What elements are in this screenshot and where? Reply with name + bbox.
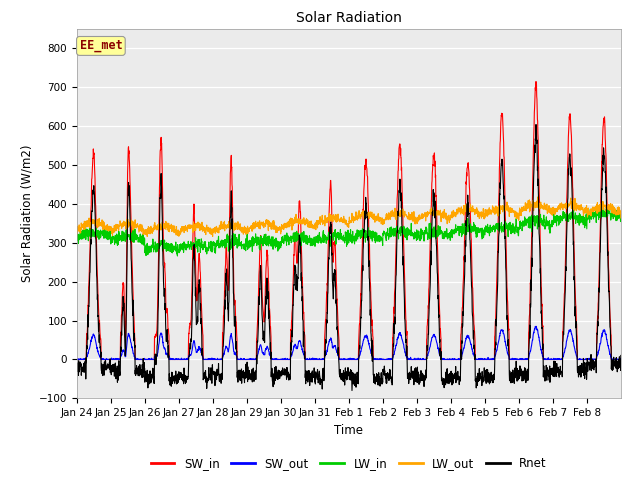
SW_out [513, 356, 520, 362]
LW_out [513, 210, 520, 216]
Line: SW_out: SW_out [77, 326, 621, 360]
Line: Rnet: Rnet [77, 124, 621, 391]
LW_in [543, 218, 551, 224]
LW_in [73, 234, 81, 240]
LW_out [73, 224, 81, 230]
SW_out [543, 357, 551, 362]
Legend: SW_in, SW_out, LW_in, LW_out, Rnet: SW_in, SW_out, LW_in, LW_out, Rnet [146, 452, 552, 475]
SW_in [127, 224, 135, 229]
LW_out [245, 228, 253, 234]
SW_in [532, 79, 540, 84]
SW_in [73, 357, 81, 362]
LW_in [605, 205, 613, 211]
SW_in [381, 357, 389, 362]
SW_out [73, 357, 81, 362]
LW_in [610, 213, 618, 219]
LW_out [127, 221, 135, 227]
Line: SW_in: SW_in [77, 82, 621, 360]
Rnet [381, 376, 389, 382]
SW_in [244, 357, 252, 362]
Line: LW_in: LW_in [77, 208, 621, 256]
LW_out [617, 215, 625, 221]
LW_in [617, 211, 625, 216]
Rnet [348, 388, 356, 394]
Text: EE_met: EE_met [79, 39, 122, 52]
Line: LW_out: LW_out [77, 197, 621, 237]
LW_in [127, 236, 135, 242]
SW_out [127, 340, 135, 346]
X-axis label: Time: Time [334, 424, 364, 437]
LW_in [173, 253, 181, 259]
Y-axis label: Solar Radiation (W/m2): Solar Radiation (W/m2) [20, 145, 33, 282]
SW_in [617, 357, 625, 362]
SW_out [532, 324, 540, 329]
LW_in [513, 225, 520, 230]
SW_out [617, 357, 625, 362]
SW_in [513, 357, 520, 362]
Rnet [73, 366, 81, 372]
SW_out [381, 357, 389, 362]
Rnet [127, 256, 135, 262]
LW_in [381, 235, 389, 240]
Rnet [544, 369, 552, 374]
LW_out [381, 215, 389, 221]
Rnet [610, 360, 618, 366]
LW_out [209, 234, 216, 240]
SW_in [543, 357, 551, 362]
Title: Solar Radiation: Solar Radiation [296, 11, 402, 25]
Rnet [532, 121, 540, 127]
Rnet [244, 372, 252, 377]
SW_out [244, 357, 252, 362]
LW_out [610, 208, 618, 214]
Rnet [617, 352, 625, 358]
LW_out [544, 208, 552, 214]
LW_in [245, 245, 253, 251]
SW_in [609, 357, 617, 362]
LW_out [534, 194, 541, 200]
Rnet [513, 372, 520, 378]
SW_out [609, 357, 617, 362]
